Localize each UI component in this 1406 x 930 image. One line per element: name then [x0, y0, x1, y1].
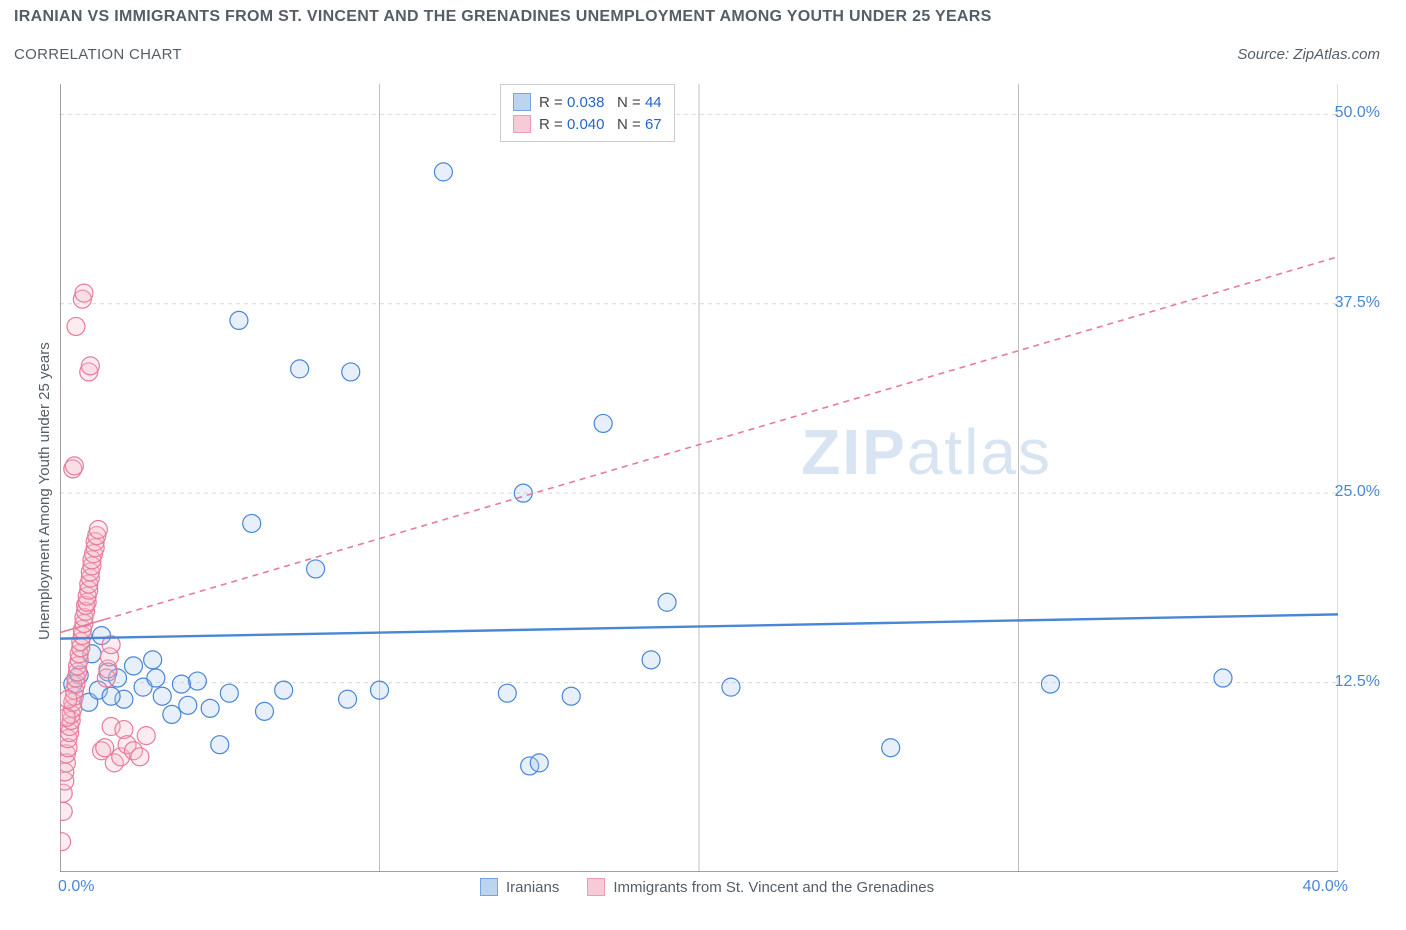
legend-label: Iranians [506, 879, 559, 896]
stats-legend-row: R = 0.038 N = 44 [513, 91, 662, 113]
y-axis-label: Unemployment Among Youth under 25 years [36, 342, 53, 640]
chart-container: IRANIAN VS IMMIGRANTS FROM ST. VINCENT A… [0, 0, 1406, 930]
legend-item: Iranians [480, 878, 559, 896]
x-tick: 0.0% [58, 878, 94, 896]
legend-swatch [480, 878, 498, 896]
y-tick: 12.5% [1335, 673, 1380, 691]
x-tick: 40.0% [1288, 878, 1348, 896]
stats-legend: R = 0.038 N = 44 R = 0.040 N = 67 [500, 84, 675, 142]
y-tick: 50.0% [1335, 104, 1380, 122]
stats-legend-row: R = 0.040 N = 67 [513, 113, 662, 135]
y-tick: 37.5% [1335, 294, 1380, 312]
chart-subtitle: CORRELATION CHART [14, 46, 182, 63]
legend-swatch [513, 93, 531, 111]
legend-stats: R = 0.040 N = 67 [539, 116, 662, 133]
legend-stats: R = 0.038 N = 44 [539, 94, 662, 111]
legend-label: Immigrants from St. Vincent and the Gren… [613, 879, 934, 896]
legend-item: Immigrants from St. Vincent and the Gren… [587, 878, 934, 896]
y-tick: 25.0% [1335, 483, 1380, 501]
series-legend: Iranians Immigrants from St. Vincent and … [480, 878, 934, 896]
scatter-plot [60, 84, 1338, 872]
source-attribution: Source: ZipAtlas.com [1237, 46, 1380, 63]
legend-swatch [587, 878, 605, 896]
chart-title: IRANIAN VS IMMIGRANTS FROM ST. VINCENT A… [14, 8, 992, 26]
legend-swatch [513, 115, 531, 133]
